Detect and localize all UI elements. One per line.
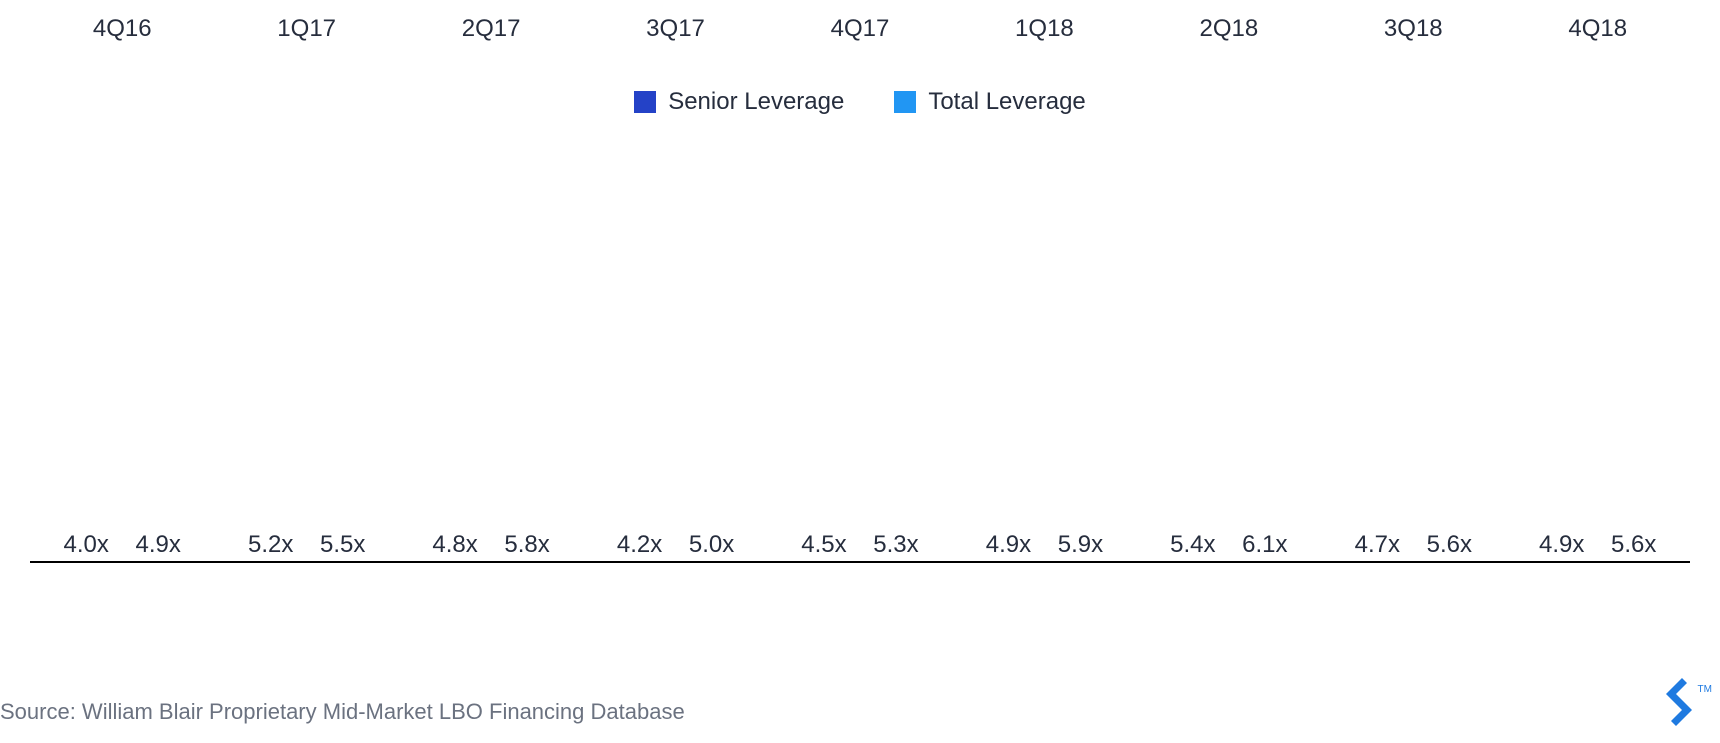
bars-area: 4.0x 4.9x 5.2x 5.5x 4.8x 5.8x 4.2x 5.0x 4.5x 5.3x… [30, 60, 1690, 563]
bar-value-label: 4.9x [1539, 531, 1584, 559]
x-axis-label: 2Q17 [399, 15, 583, 43]
bar-value-label: 5.3x [873, 531, 918, 559]
bar-value-label: 4.7x [1355, 531, 1400, 559]
bar-value-label: 5.9x [1058, 531, 1103, 559]
x-axis-label: 3Q17 [583, 15, 767, 43]
x-axis-label: 1Q17 [214, 15, 398, 43]
source-text: Source: William Blair Proprietary Mid-Ma… [0, 699, 685, 725]
toptal-logo-icon [1658, 676, 1700, 733]
bar-value-label: 4.5x [801, 531, 846, 559]
chart-container: 4.0x 4.9x 5.2x 5.5x 4.8x 5.8x 4.2x 5.0x 4.5x 5.3x… [0, 60, 1720, 563]
bar-value-label: 5.0x [689, 531, 734, 559]
bar-value-label: 4.8x [432, 531, 477, 559]
x-axis-label: 3Q18 [1321, 15, 1505, 43]
x-axis-label: 1Q18 [952, 15, 1136, 43]
bar-value-label: 5.8x [504, 531, 549, 559]
bar-value-label: 5.6x [1611, 531, 1656, 559]
x-axis-labels: 4Q161Q172Q173Q174Q171Q182Q183Q184Q18 [0, 0, 1720, 43]
bar-value-label: 5.5x [320, 531, 365, 559]
bar-value-label: 4.9x [986, 531, 1031, 559]
bar-value-label: 4.0x [64, 531, 109, 559]
bar-value-label: 5.2x [248, 531, 293, 559]
bar-value-label: 5.4x [1170, 531, 1215, 559]
x-axis-label: 4Q17 [768, 15, 952, 43]
x-axis-label: 4Q16 [30, 15, 214, 43]
bar-value-label: 6.1x [1242, 531, 1287, 559]
bar-value-label: 5.6x [1427, 531, 1472, 559]
bar-value-label: 4.9x [136, 531, 181, 559]
x-axis-label: 4Q18 [1506, 15, 1690, 43]
trademark-text: TM [1698, 684, 1712, 695]
x-axis-label: 2Q18 [1137, 15, 1321, 43]
bar-value-label: 4.2x [617, 531, 662, 559]
